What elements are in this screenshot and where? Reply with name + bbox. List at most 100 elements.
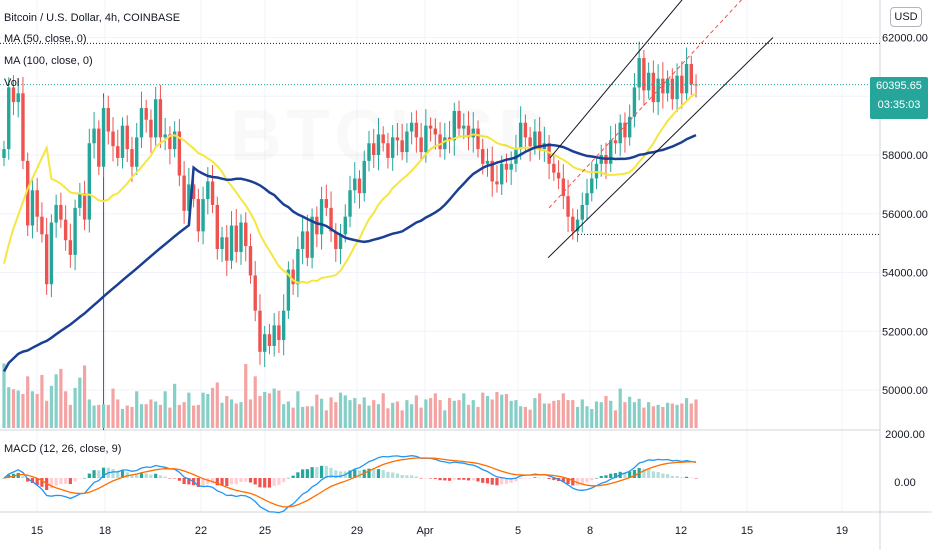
- macd-histogram-bar: [367, 468, 371, 478]
- candle-body: [130, 149, 134, 167]
- legend-ma50[interactable]: MA (50, close, 0): [4, 33, 87, 45]
- macd-histogram-bar: [220, 478, 224, 486]
- last-price-tag: 60395.65 03:35:03: [870, 77, 928, 119]
- candle-body: [329, 207, 333, 232]
- macd-histogram-bar: [177, 478, 181, 481]
- volume-bar: [49, 385, 53, 428]
- candle-body: [618, 122, 622, 144]
- macd-histogram-bar: [196, 478, 200, 487]
- volume-bar: [414, 395, 418, 428]
- macd-histogram-bar: [466, 478, 471, 481]
- macd-histogram-bar: [225, 478, 229, 487]
- legend-volume[interactable]: Vol: [4, 77, 20, 89]
- volume-bar: [500, 394, 504, 428]
- macd-histogram-bar: [158, 475, 163, 478]
- volume-bar: [92, 405, 96, 428]
- ma100-line: [2, 133, 697, 373]
- candle-body: [277, 325, 281, 341]
- volume-bar: [580, 399, 584, 428]
- macd-histogram-bar: [144, 473, 148, 478]
- candle-body: [187, 184, 191, 211]
- candle-body: [613, 140, 618, 144]
- macd-histogram-bar: [642, 468, 646, 478]
- volume-bar: [82, 365, 87, 428]
- macd-histogram-bar: [509, 478, 513, 483]
- volume-bar: [594, 401, 599, 428]
- candle-body: [310, 216, 314, 258]
- macd-histogram-bar: [206, 478, 210, 485]
- candle-body: [381, 134, 385, 144]
- volume-bar: [239, 402, 243, 428]
- candle-body: [49, 222, 54, 285]
- volume-bar: [130, 406, 134, 428]
- candle-body: [485, 160, 490, 164]
- volume-bar: [647, 402, 651, 428]
- candle-body: [263, 334, 267, 352]
- volume-bar: [424, 399, 428, 428]
- macd-histogram-bar: [490, 478, 494, 485]
- macd-histogram-bar: [547, 478, 551, 479]
- macd-histogram-bar: [286, 477, 290, 479]
- macd-histogram-bar: [82, 477, 87, 479]
- macd-histogram-bar: [87, 473, 91, 478]
- volume-bar: [68, 404, 72, 428]
- currency-button[interactable]: USD: [890, 7, 922, 27]
- volume-bar: [343, 395, 347, 428]
- volume-bar: [452, 400, 456, 428]
- candle-body: [390, 137, 395, 158]
- volume-bar: [694, 399, 698, 428]
- volume-bar: [310, 406, 314, 428]
- candle-body: [139, 108, 144, 138]
- candle-body: [291, 269, 295, 285]
- volume-bar: [419, 407, 423, 428]
- macd-histogram-bar: [433, 478, 437, 479]
- macd-histogram-bar: [68, 478, 72, 485]
- volume-bar: [462, 393, 466, 428]
- macd-histogram-bar: [552, 478, 556, 481]
- macd-tick-label: 2000.00: [885, 429, 925, 441]
- candle-body: [433, 128, 438, 135]
- candle-body: [54, 204, 58, 223]
- candle-body: [367, 143, 371, 161]
- price-tick-label: 54000.00: [882, 268, 928, 280]
- legend-macd[interactable]: MACD (12, 26, close, 9): [4, 443, 122, 455]
- volume-bar: [30, 391, 35, 428]
- macd-histogram-bar: [689, 477, 693, 479]
- volume-bar: [447, 398, 452, 428]
- channel-midline[interactable]: [548, 0, 743, 209]
- candle-body: [447, 137, 452, 141]
- candle-body: [2, 149, 6, 158]
- channel-lower-line[interactable]: [547, 37, 774, 259]
- macd-histogram-bar: [410, 475, 414, 478]
- candle-body: [632, 87, 637, 117]
- time-tick-label: 25: [259, 525, 271, 537]
- legend-ma100[interactable]: MA (100, close, 0): [4, 55, 93, 67]
- volume-bar: [552, 400, 556, 428]
- volume-bar: [405, 400, 409, 428]
- macd-histogram-bar: [481, 478, 485, 483]
- candle-body: [296, 249, 300, 285]
- candle-body: [168, 134, 172, 150]
- candle-body: [334, 231, 338, 249]
- macd-histogram-bar: [419, 478, 423, 479]
- macd-histogram-bar: [258, 478, 262, 488]
- time-tick-label: Apr: [416, 525, 433, 537]
- candle-body: [357, 178, 362, 194]
- volume-bar: [139, 404, 144, 428]
- volume-bar: [21, 394, 25, 428]
- candle-body: [443, 137, 447, 150]
- macd-histogram-bar: [504, 478, 509, 484]
- channel-upper-line[interactable]: [549, 0, 712, 159]
- volume-bar: [381, 393, 385, 428]
- volume-bar: [173, 383, 177, 428]
- macd-histogram-bar: [538, 477, 542, 479]
- candle-body: [623, 122, 627, 138]
- candle-body: [177, 131, 182, 176]
- volume-bar: [272, 388, 276, 428]
- volume-bar: [149, 399, 153, 428]
- candle-body: [495, 181, 499, 185]
- volume-bar: [315, 394, 319, 428]
- volume-bar: [495, 391, 499, 428]
- volume-bar: [395, 401, 400, 428]
